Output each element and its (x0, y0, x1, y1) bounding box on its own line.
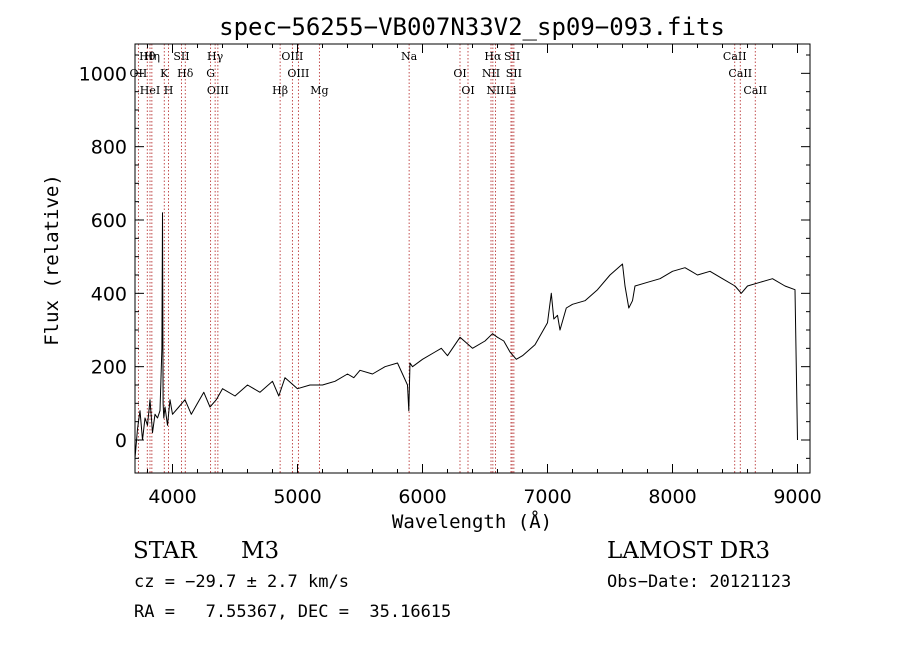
axis-tick-labels: 4000 5000 6000 7000 8000 9000 0 200 400 600 800 100… (79, 63, 822, 508)
y-tick-label: 0 (115, 430, 127, 452)
x-tick-label: 4000 (148, 486, 196, 508)
x-tick-label: 5000 (273, 486, 321, 508)
object-subclass: M3 (241, 538, 280, 564)
line-id-label: Na (401, 50, 418, 63)
line-id-label: Li (506, 84, 517, 97)
line-id-label: OI (453, 67, 466, 80)
y-axis-label: Flux (relative) (41, 174, 63, 346)
line-id-label: SII (506, 67, 522, 80)
y-tick-label: 400 (91, 283, 127, 305)
line-id-label: Hβ (272, 84, 288, 97)
line-markers (137, 44, 756, 473)
line-id-label: Hθ (139, 50, 156, 63)
line-id-label: CaII (723, 50, 747, 63)
x-tick-label: 6000 (398, 486, 446, 508)
x-tick-label: 7000 (523, 486, 571, 508)
line-id-label: OII (130, 67, 148, 80)
line-id-label: H (164, 84, 174, 97)
object-class: STAR (133, 538, 197, 564)
spectrum-series (134, 212, 798, 459)
line-id-label: K (160, 67, 169, 80)
axis-ticks (135, 44, 810, 473)
line-id-label: NII (482, 67, 500, 80)
spectrum-line (134, 212, 798, 459)
chart-title: spec−56255−VB007N33V2_sp09−093.fits (219, 13, 725, 41)
y-tick-label: 200 (91, 357, 127, 379)
line-id-label: Hα (484, 50, 502, 63)
line-id-label: SII (173, 50, 189, 63)
y-tick-label: 600 (91, 210, 127, 232)
x-tick-label: 8000 (648, 486, 696, 508)
line-id-label: OI (461, 84, 474, 97)
line-id-label: Hγ (207, 50, 224, 63)
line-id-label: Hη (144, 50, 160, 63)
y-tick-label: 800 (91, 137, 127, 159)
observation-date: Obs−Date: 20121123 (607, 572, 792, 592)
line-id-label: G (206, 67, 215, 80)
line-id-label: CaII (728, 67, 752, 80)
line-id-label: SII (504, 50, 520, 63)
survey-name: LAMOST DR3 (607, 538, 771, 564)
line-id-label: Mg (310, 84, 328, 97)
line-id-label: HeI (140, 84, 160, 97)
coordinates: RA = 7.55367, DEC = 35.16615 (134, 602, 452, 622)
line-id-label: CaII (743, 84, 767, 97)
line-id-label: OIII (207, 84, 229, 97)
line-id-label: Hδ (177, 67, 194, 80)
y-tick-label: 1000 (79, 63, 127, 85)
line-id-label: NII (486, 84, 504, 97)
line-id-label: OIII (281, 50, 303, 63)
line-id-label: OIII (287, 67, 309, 80)
redshift-info: cz = −29.7 ± 2.7 km/s (134, 572, 349, 592)
x-tick-label: 9000 (773, 486, 821, 508)
line-id-labels: HθOIIHeIHηKHSIIHδOIIIHγGHβOIIIOIIIMgNaOI… (130, 50, 768, 97)
x-axis-label: Wavelength (Å) (392, 510, 552, 533)
